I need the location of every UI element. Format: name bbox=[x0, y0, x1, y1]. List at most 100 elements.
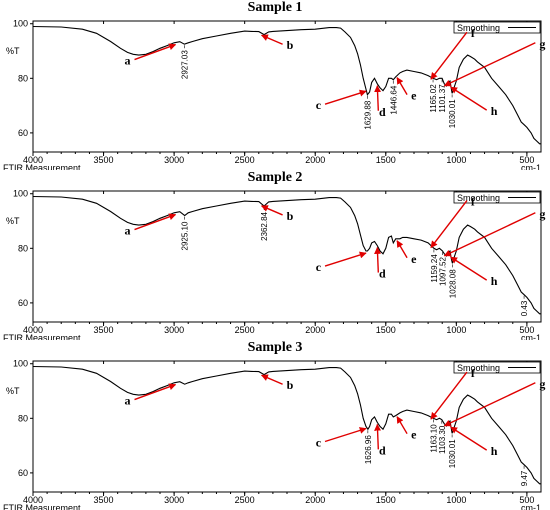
sample-1-panel: Sample 1 4000 3500 3000 2500 2000 1500 1000 500… bbox=[0, 0, 550, 170]
annotation-label-c: c bbox=[316, 260, 322, 274]
peak-label: 1030.01 bbox=[448, 99, 457, 128]
x-tick-label: 1000 bbox=[446, 325, 466, 335]
x-tick-label: 2000 bbox=[305, 495, 325, 505]
x-axis-label: cm-1 bbox=[521, 333, 541, 340]
y-tick-label: 60 bbox=[18, 128, 28, 138]
peak-label: 2925.10 bbox=[181, 221, 190, 250]
annotation-label-d: d bbox=[379, 443, 386, 457]
annotation-arrow bbox=[450, 426, 488, 451]
legend: Smoothing bbox=[453, 21, 541, 34]
annotation-label-e: e bbox=[411, 252, 417, 266]
annotation-arrow bbox=[396, 76, 408, 95]
x-axis-label: cm-1 bbox=[521, 163, 541, 170]
annotation-arrow bbox=[430, 31, 468, 80]
y-tick-label: 80 bbox=[18, 243, 28, 253]
peak-label: 1159.24 bbox=[430, 254, 439, 283]
y-tick-label: 60 bbox=[18, 298, 28, 308]
peak-label: 1163.10 bbox=[429, 424, 438, 453]
footer-label: FTIR Measurement bbox=[3, 163, 81, 170]
peak-label: 1446.64 bbox=[389, 85, 398, 114]
peak-label: 1165.02 bbox=[429, 84, 438, 113]
annotation-arrow bbox=[396, 416, 408, 435]
x-tick-label: 4000 bbox=[23, 325, 43, 335]
x-tick-label: 4000 bbox=[23, 495, 43, 505]
annotation-label-a: a bbox=[125, 394, 131, 408]
peak-label: 1028.08 bbox=[448, 269, 457, 298]
annotation-label-c: c bbox=[316, 436, 322, 450]
annotation-label-f: f bbox=[471, 366, 476, 380]
annotation-arrow bbox=[374, 85, 382, 111]
annotation-label-b: b bbox=[287, 209, 294, 223]
legend: Smoothing bbox=[453, 361, 541, 374]
peak-label: 1097.52 bbox=[439, 256, 448, 285]
annotation-label-d: d bbox=[379, 105, 386, 119]
annotation-arrow bbox=[134, 383, 177, 401]
chart-title: Sample 2 bbox=[247, 170, 303, 185]
annotation-arrow bbox=[260, 205, 283, 216]
x-tick-label: 3000 bbox=[164, 155, 184, 165]
annotation-arrow bbox=[443, 382, 536, 427]
sample-2-panel: Sample 2 4000 3500 3000 2500 2000 1500 1000 500… bbox=[0, 170, 550, 340]
annotation-label-g: g bbox=[539, 207, 545, 221]
annotation-arrow bbox=[443, 212, 536, 257]
legend: Smoothing bbox=[453, 191, 541, 204]
peak-label: 0.43 bbox=[520, 300, 529, 316]
y-tick-label: 100 bbox=[13, 189, 28, 199]
annotation-label-e: e bbox=[411, 89, 417, 103]
annotation-arrow bbox=[450, 256, 488, 281]
annotation-arrow bbox=[260, 34, 283, 45]
x-tick-label: 2500 bbox=[235, 495, 255, 505]
annotation-label-c: c bbox=[316, 98, 322, 112]
x-tick-label: 4000 bbox=[23, 155, 43, 165]
x-tick-label: 1000 bbox=[446, 155, 466, 165]
legend-box bbox=[453, 21, 541, 34]
annotation-label-a: a bbox=[125, 54, 131, 68]
annotation-label-g: g bbox=[539, 377, 545, 391]
x-tick-label: 2500 bbox=[235, 155, 255, 165]
x-tick-label: 500 bbox=[519, 495, 534, 505]
x-tick-label: 1500 bbox=[376, 155, 396, 165]
x-tick-label: 1000 bbox=[446, 495, 466, 505]
annotation-label-e: e bbox=[411, 428, 417, 442]
y-axis-label: %T bbox=[6, 46, 20, 56]
annotation-arrow bbox=[396, 240, 408, 259]
y-axis-label: %T bbox=[6, 386, 20, 396]
chart-title: Sample 3 bbox=[247, 340, 303, 355]
peak-label: 1101.37 bbox=[438, 84, 447, 113]
annotation-label-f: f bbox=[471, 26, 476, 40]
y-tick-label: 80 bbox=[18, 73, 28, 83]
x-axis-label: cm-1 bbox=[521, 503, 541, 510]
x-tick-label: 3000 bbox=[164, 325, 184, 335]
annotation-arrow bbox=[324, 427, 367, 443]
annotation-label-h: h bbox=[491, 104, 498, 118]
annotation-arrow bbox=[374, 423, 382, 450]
chart-title: Sample 1 bbox=[247, 0, 303, 15]
y-axis-label: %T bbox=[6, 216, 20, 226]
x-tick-label: 500 bbox=[519, 155, 534, 165]
legend-label: Smoothing bbox=[457, 193, 500, 203]
x-tick-label: 3500 bbox=[94, 495, 114, 505]
annotation-arrow bbox=[260, 374, 283, 385]
annotation-arrow bbox=[134, 43, 177, 61]
x-tick-label: 500 bbox=[519, 325, 534, 335]
y-tick-label: 100 bbox=[13, 19, 28, 29]
annotation-arrow bbox=[324, 251, 367, 267]
peak-label: 1626.96 bbox=[364, 435, 373, 464]
x-tick-label: 3500 bbox=[94, 155, 114, 165]
peak-label: 1629.88 bbox=[363, 100, 372, 129]
annotation-label-d: d bbox=[379, 267, 386, 281]
annotation-arrow bbox=[450, 86, 488, 111]
footer-label: FTIR Measurement bbox=[3, 333, 81, 340]
x-tick-label: 3500 bbox=[94, 325, 114, 335]
peak-label: 1103.30 bbox=[438, 425, 447, 454]
annotation-arrow bbox=[324, 89, 367, 105]
x-tick-label: 2000 bbox=[305, 155, 325, 165]
legend-box bbox=[453, 191, 541, 204]
peak-label: 2362.84 bbox=[260, 211, 269, 240]
footer-label: FTIR Measurement bbox=[3, 503, 81, 510]
annotation-arrow bbox=[430, 371, 468, 420]
annotation-label-b: b bbox=[287, 38, 294, 52]
annotation-label-f: f bbox=[471, 195, 476, 209]
x-tick-label: 2500 bbox=[235, 325, 255, 335]
sample-3-panel: Sample 3 4000 3500 3000 2500 2000 1500 1000 500… bbox=[0, 340, 550, 510]
